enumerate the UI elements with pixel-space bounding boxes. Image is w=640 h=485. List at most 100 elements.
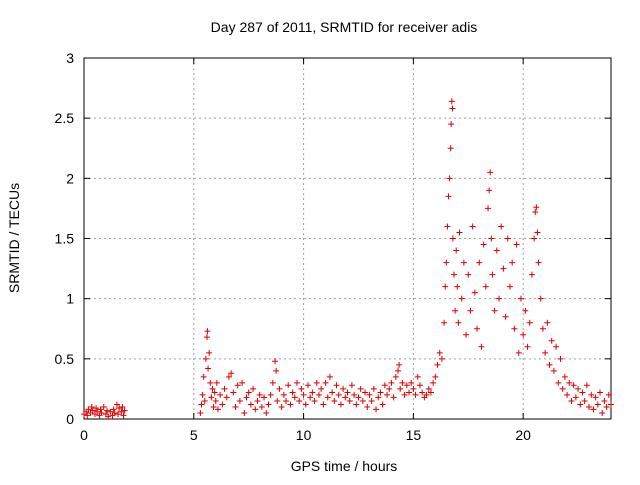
data-point [532, 209, 539, 216]
data-point [450, 271, 457, 278]
data-point [197, 409, 204, 416]
data-point [267, 391, 274, 398]
data-point [199, 391, 206, 398]
data-point [539, 325, 546, 332]
data-point [487, 169, 494, 176]
data-point [550, 367, 557, 374]
data-point [217, 391, 224, 398]
data-point [416, 382, 423, 389]
data-point [373, 406, 380, 413]
data-point [213, 379, 220, 386]
data-point [515, 349, 522, 356]
data-point [397, 385, 404, 392]
data-point [206, 349, 213, 356]
data-point [553, 343, 560, 350]
y-tick-label: 3 [66, 50, 74, 66]
data-point [258, 403, 265, 410]
data-point [291, 394, 298, 401]
data-point [460, 259, 467, 266]
grid-layer [84, 58, 611, 419]
data-point [94, 408, 101, 415]
data-point [285, 382, 292, 389]
data-point [555, 379, 562, 386]
data-point [254, 397, 261, 404]
data-point [212, 397, 219, 404]
data-point [500, 265, 507, 272]
data-point [245, 389, 252, 396]
data-point [577, 401, 584, 408]
data-point [85, 406, 92, 413]
data-point [84, 412, 91, 419]
data-point [370, 385, 377, 392]
x-tick-labels: 0 5 10 15 20 [80, 427, 531, 443]
y-axis-label: SRMTID / TECUs [6, 183, 22, 293]
data-point [456, 229, 463, 236]
data-point [388, 379, 395, 386]
data-point [342, 394, 349, 401]
x-tick-label: 5 [190, 427, 198, 443]
data-point [449, 105, 456, 112]
data-point [113, 401, 120, 408]
data-point [405, 389, 412, 396]
data-point [273, 367, 280, 374]
x-tick-label: 0 [80, 427, 88, 443]
data-point [534, 229, 541, 236]
data-point [322, 379, 329, 386]
data-point [386, 385, 393, 392]
data-point [324, 394, 331, 401]
data-point [300, 391, 307, 398]
data-point [366, 391, 373, 398]
data-point [520, 331, 527, 338]
data-point [329, 389, 336, 396]
data-point [236, 397, 243, 404]
data-point [442, 283, 449, 290]
data-point [241, 409, 248, 416]
data-point [526, 319, 533, 326]
data-point [471, 289, 478, 296]
data-point [283, 397, 290, 404]
data-point [537, 295, 544, 302]
data-point [570, 382, 577, 389]
data-point [115, 411, 122, 418]
y-tick-label: 2 [66, 170, 74, 186]
data-point [419, 389, 426, 396]
data-point [309, 389, 316, 396]
data-point [209, 385, 216, 392]
data-point [204, 328, 211, 335]
data-point [223, 394, 230, 401]
data-point [448, 121, 455, 128]
data-point [207, 379, 214, 386]
data-point [502, 313, 509, 320]
data-point [441, 319, 448, 326]
data-point [410, 385, 417, 392]
data-point [493, 247, 500, 254]
data-point [344, 389, 351, 396]
data-point [88, 403, 95, 410]
data-point [313, 379, 320, 386]
data-point [489, 271, 496, 278]
data-point [447, 145, 454, 152]
data-point [455, 319, 462, 326]
data-point [104, 407, 111, 414]
y-tick-label: 0.5 [55, 351, 75, 367]
data-point [531, 235, 538, 242]
data-point [221, 385, 228, 392]
data-point [311, 397, 318, 404]
data-point [504, 235, 511, 242]
data-point [594, 401, 601, 408]
data-point [111, 409, 118, 416]
data-point [414, 373, 421, 380]
data-point [326, 373, 333, 380]
data-point [214, 406, 221, 413]
data-point [250, 385, 257, 392]
data-point [496, 295, 503, 302]
data-point [384, 391, 391, 398]
data-point [517, 295, 524, 302]
data-point [392, 373, 399, 380]
data-point [533, 204, 540, 211]
data-point [568, 397, 575, 404]
data-point [586, 403, 593, 410]
data-point [335, 391, 342, 398]
data-point [276, 385, 283, 392]
data-point [239, 379, 246, 386]
